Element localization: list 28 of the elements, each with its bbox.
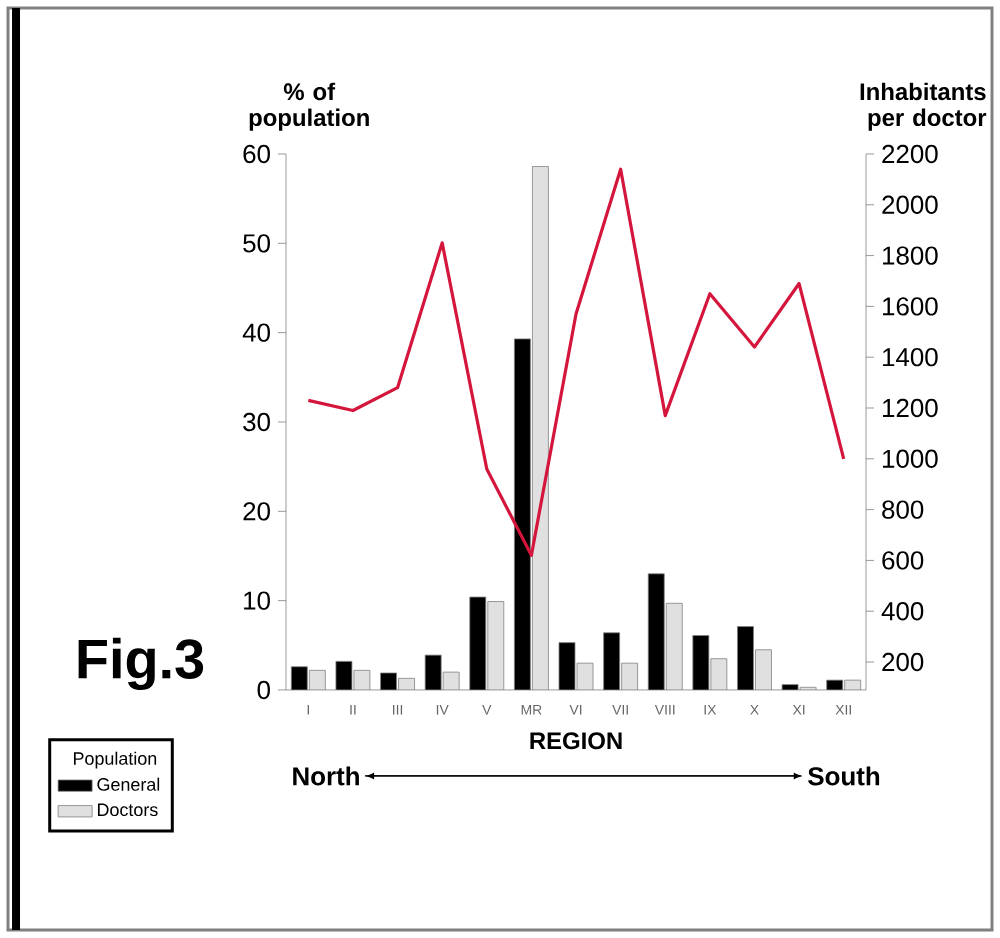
y-tick-label: 40 <box>242 323 270 342</box>
y2-tick-label: 2200 <box>882 144 938 164</box>
text: North <box>293 766 359 786</box>
y2-tick-label: 1200 <box>883 398 938 418</box>
y2-tick-label: 200 <box>882 652 924 672</box>
y2-tick-label: 1000 <box>883 449 938 468</box>
y-tick-label: 30 <box>243 412 270 432</box>
y-tick-label: 10 <box>244 591 270 610</box>
y-tick-label: 20 <box>243 502 270 521</box>
y2-tick-label: 800 <box>882 500 924 519</box>
legend-label: General <box>97 777 160 791</box>
y2-tick-label: 600 <box>882 551 924 570</box>
y2-tick-label: 1800 <box>883 246 938 265</box>
y-tick-label: 60 <box>243 144 270 164</box>
legend-label: Doctors <box>97 803 158 817</box>
line-series <box>306 167 846 557</box>
x-axis-title: REGION <box>530 732 622 750</box>
y2-tick-label: 2000 <box>882 195 938 214</box>
y2-tick-label: 1400 <box>883 348 938 367</box>
y-axis-title: % of population <box>249 82 369 131</box>
text: South <box>808 766 880 786</box>
y2-tick-label: 400 <box>881 602 924 621</box>
y-tick-label: 0 <box>257 680 270 700</box>
caption: Fig.3 <box>78 637 204 691</box>
y2-axis-title: Inhabitants per doctor <box>860 82 987 131</box>
y2-tick-label: 1600 <box>883 297 938 316</box>
y-tick-label: 50 <box>243 234 270 253</box>
legend-title: Population <box>73 751 157 769</box>
